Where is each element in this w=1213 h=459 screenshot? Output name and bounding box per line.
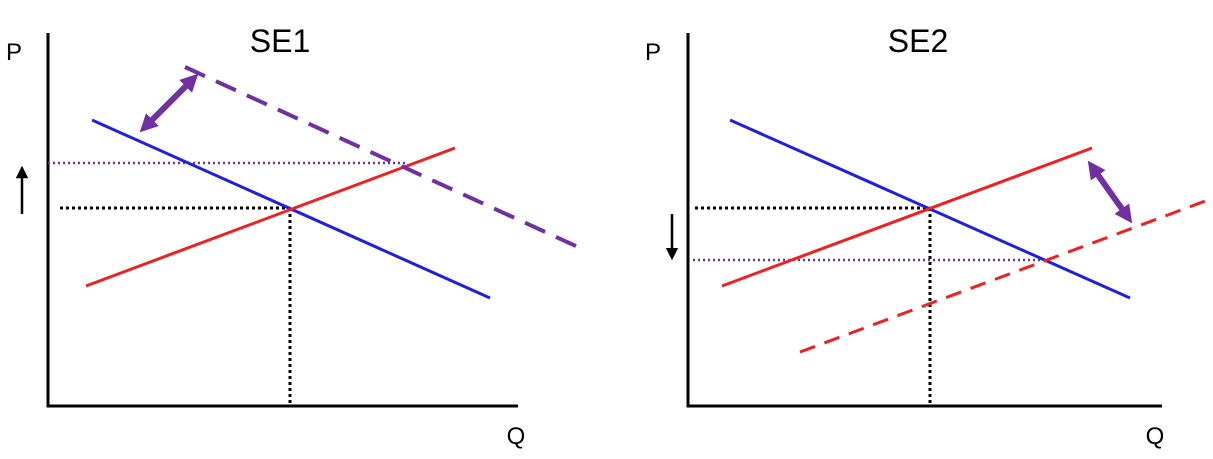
axes [686,33,1162,408]
panel-se2: SE2 P Q [645,23,1209,450]
shift-arrow [139,73,199,133]
y-axis-label: P [645,39,661,66]
panel-se1: SE1 P Q [6,23,579,450]
y-axis-label: P [6,39,22,66]
supply-curve [721,146,1093,288]
panel-title: SE1 [250,23,310,59]
shift-arrow [1087,160,1133,224]
x-axis-label: Q [1146,423,1165,450]
panel-title: SE2 [888,23,948,59]
x-axis-label: Q [507,423,526,450]
axes [46,33,518,408]
supply-curve [85,146,456,288]
shifted-supply-curve [799,198,1209,354]
shifted-demand-curve [184,65,579,249]
